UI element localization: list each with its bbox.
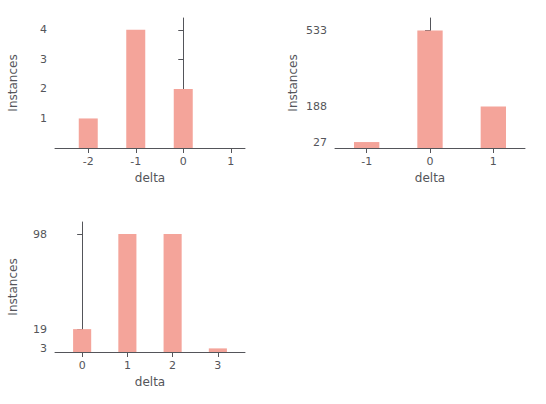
svg-text:4: 4 bbox=[40, 23, 47, 36]
svg-text:Instances: Instances bbox=[286, 54, 300, 111]
svg-text:delta: delta bbox=[415, 171, 445, 185]
svg-text:delta: delta bbox=[135, 375, 165, 389]
svg-text:delta: delta bbox=[135, 171, 165, 185]
svg-text:2: 2 bbox=[40, 82, 47, 95]
svg-text:Instances: Instances bbox=[6, 258, 20, 315]
svg-text:3: 3 bbox=[40, 342, 47, 355]
svg-text:2: 2 bbox=[169, 359, 176, 372]
svg-text:533: 533 bbox=[306, 24, 327, 37]
svg-text:0: 0 bbox=[79, 359, 86, 372]
svg-text:1: 1 bbox=[40, 112, 47, 125]
svg-text:-1: -1 bbox=[130, 155, 141, 168]
svg-text:27: 27 bbox=[313, 136, 327, 149]
svg-text:-1: -1 bbox=[361, 155, 372, 168]
svg-text:98: 98 bbox=[33, 228, 47, 241]
svg-text:19: 19 bbox=[33, 323, 47, 336]
svg-text:3: 3 bbox=[214, 359, 221, 372]
svg-text:Instances: Instances bbox=[6, 54, 20, 111]
svg-text:1: 1 bbox=[124, 359, 131, 372]
svg-text:1: 1 bbox=[490, 155, 497, 168]
svg-text:1: 1 bbox=[227, 155, 234, 168]
svg-text:0: 0 bbox=[427, 155, 434, 168]
svg-text:3: 3 bbox=[40, 53, 47, 66]
svg-text:0: 0 bbox=[180, 155, 187, 168]
svg-text:-2: -2 bbox=[83, 155, 94, 168]
svg-text:188: 188 bbox=[306, 100, 327, 113]
